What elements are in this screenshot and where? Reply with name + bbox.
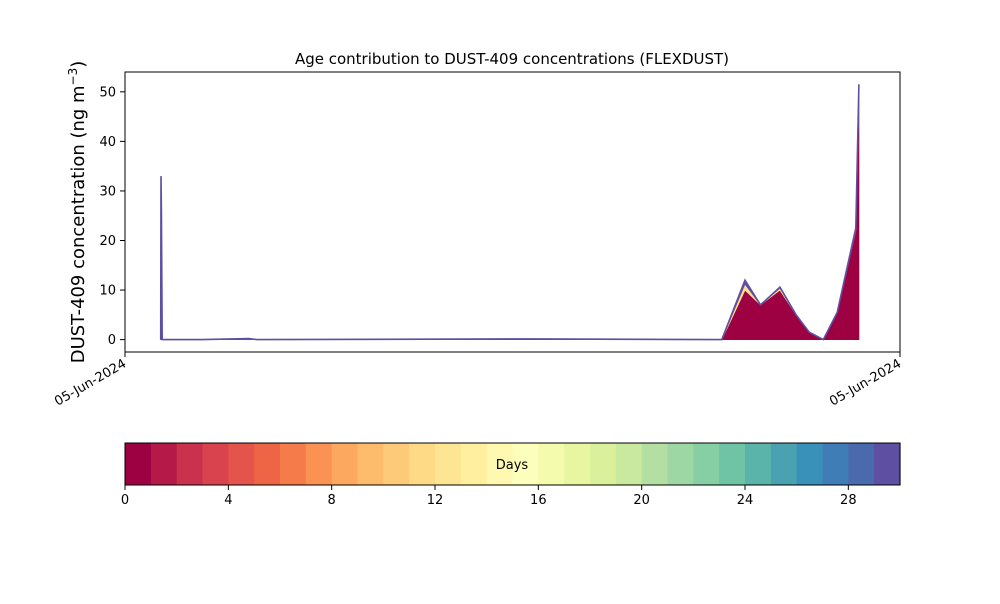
colorbar-swatch [305, 443, 333, 485]
colorbar-swatch [615, 443, 643, 485]
colorbar-swatch [150, 443, 178, 485]
total-outline [159, 84, 860, 341]
colorbar-swatch [176, 443, 204, 485]
colorbar-swatch [667, 443, 694, 485]
colorbar-swatch [796, 443, 824, 485]
colorbar-swatch [770, 443, 798, 485]
colorbar-swatch [512, 443, 539, 485]
colorbar-swatch [357, 443, 384, 485]
y-axis-label: DUST-409 concentration (ng m−3) [66, 61, 89, 364]
x-tick-label: 05-Jun-2024 [827, 356, 904, 409]
colorbar-swatch [125, 443, 152, 485]
y-tick-label: 20 [99, 234, 116, 249]
colorbar-tick-label: 20 [633, 493, 650, 508]
colorbar-swatch [693, 443, 720, 485]
y-tick-label: 50 [99, 85, 116, 100]
colorbar-swatch [564, 443, 591, 485]
colorbar-tick-label: 0 [121, 493, 129, 508]
y-tick-label: 10 [99, 284, 116, 299]
colorbar-frame [124, 442, 901, 486]
colorbar-label: Days [496, 458, 529, 473]
y-axis-label-main: DUST-409 concentration (ng m [68, 85, 89, 363]
plot-frame [124, 71, 901, 353]
colorbar-tick-label: 16 [530, 493, 547, 508]
plot-area [159, 84, 860, 341]
colorbar-swatch [486, 443, 514, 485]
colorbar-tick-label: 4 [224, 493, 232, 508]
colorbar-tick-label: 8 [328, 493, 336, 508]
colorbar-swatch [280, 443, 307, 485]
colorbar-swatch [590, 443, 617, 485]
x-tick-label: 05-Jun-2024 [52, 356, 129, 409]
colorbar-swatch [641, 443, 669, 485]
colorbar-tick-label: 28 [840, 493, 857, 508]
area-band-0 [160, 96, 860, 341]
y-axis-label-superscript: −3 [66, 68, 80, 86]
colorbar-swatch [874, 443, 901, 485]
colorbar-swatch [383, 443, 410, 485]
colorbar-swatch [719, 443, 746, 485]
colorbar-swatch [848, 443, 875, 485]
colorbar-swatch [254, 443, 281, 485]
y-tick-label: 0 [108, 333, 116, 348]
x-axis: 05-Jun-2024 05-Jun-2024 [52, 352, 904, 409]
y-axis: 0 10 20 30 40 50 [99, 85, 125, 348]
colorbar-swatch [460, 443, 488, 485]
colorbar-swatch [822, 443, 849, 485]
y-tick-label: 40 [99, 135, 116, 150]
colorbar-swatch [745, 443, 772, 485]
colorbar-swatch [538, 443, 565, 485]
colorbar: 0 4 8 12 16 20 24 28 [121, 442, 901, 508]
colorbar-swatch [409, 443, 436, 485]
chart-title: Age contribution to DUST-409 concentrati… [295, 50, 729, 68]
colorbar-swatch [202, 443, 229, 485]
colorbar-swatch [331, 443, 359, 485]
colorbar-tick-label: 12 [427, 493, 444, 508]
y-axis-label-close: ) [68, 61, 89, 68]
y-tick-label: 30 [99, 184, 116, 199]
colorbar-tick-label: 24 [737, 493, 754, 508]
colorbar-swatch [435, 443, 462, 485]
colorbar-swatch [228, 443, 255, 485]
